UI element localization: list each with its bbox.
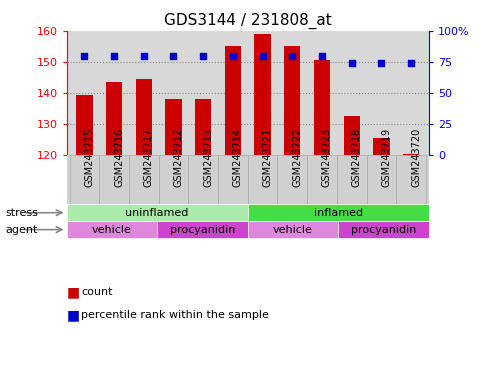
Bar (403, 154, 419, 155)
Bar (225, 46, 241, 155)
FancyBboxPatch shape (129, 155, 159, 204)
Point (348, 60, 355, 66)
Point (407, 60, 415, 66)
Text: vehicle: vehicle (92, 225, 132, 235)
Text: GSM243715: GSM243715 (84, 128, 94, 187)
Point (140, 53, 148, 59)
Text: GSM243712: GSM243712 (174, 128, 183, 187)
Text: uninflamed: uninflamed (125, 208, 189, 218)
Text: GSM243717: GSM243717 (144, 128, 154, 187)
Text: inflamed: inflamed (314, 208, 363, 218)
FancyBboxPatch shape (366, 155, 396, 204)
Text: stress: stress (5, 208, 38, 218)
Text: GSM243720: GSM243720 (411, 128, 421, 187)
Bar (284, 46, 300, 155)
FancyBboxPatch shape (67, 204, 248, 221)
Bar (136, 79, 152, 155)
FancyBboxPatch shape (248, 221, 338, 238)
FancyBboxPatch shape (396, 155, 426, 204)
Text: agent: agent (5, 225, 37, 235)
Bar (195, 99, 211, 155)
FancyBboxPatch shape (157, 221, 248, 238)
Text: percentile rank within the sample: percentile rank within the sample (81, 310, 269, 320)
Point (199, 53, 207, 59)
Text: GSM243714: GSM243714 (233, 128, 243, 187)
FancyBboxPatch shape (99, 155, 129, 204)
Bar (314, 60, 330, 155)
Bar (373, 138, 389, 155)
Text: count: count (81, 287, 113, 297)
Bar (344, 116, 360, 155)
Point (259, 53, 267, 59)
Point (170, 53, 177, 59)
Text: ■: ■ (67, 285, 80, 299)
FancyBboxPatch shape (337, 155, 366, 204)
FancyBboxPatch shape (248, 155, 278, 204)
Point (318, 53, 326, 59)
Text: vehicle: vehicle (273, 225, 313, 235)
Text: GSM243719: GSM243719 (382, 128, 391, 187)
Text: ■: ■ (67, 308, 80, 322)
FancyBboxPatch shape (67, 221, 157, 238)
Text: procyanidin: procyanidin (170, 225, 235, 235)
Text: GSM243721: GSM243721 (263, 128, 273, 187)
Bar (106, 82, 122, 155)
Point (378, 60, 386, 66)
Text: GSM243723: GSM243723 (322, 128, 332, 187)
Text: GSM243713: GSM243713 (203, 128, 213, 187)
Text: GSM243722: GSM243722 (292, 128, 302, 187)
Bar (76, 94, 93, 155)
FancyBboxPatch shape (338, 221, 429, 238)
Bar (165, 99, 181, 155)
FancyBboxPatch shape (248, 204, 429, 221)
FancyBboxPatch shape (307, 155, 337, 204)
FancyBboxPatch shape (218, 155, 248, 204)
FancyBboxPatch shape (188, 155, 218, 204)
Text: procyanidin: procyanidin (351, 225, 416, 235)
Text: GSM243716: GSM243716 (114, 128, 124, 187)
FancyBboxPatch shape (70, 155, 99, 204)
FancyBboxPatch shape (159, 155, 188, 204)
Point (229, 53, 237, 59)
FancyBboxPatch shape (278, 155, 307, 204)
Point (80, 53, 88, 59)
Point (288, 53, 296, 59)
Text: GSM243718: GSM243718 (352, 128, 362, 187)
Title: GDS3144 / 231808_at: GDS3144 / 231808_at (164, 13, 332, 29)
Bar (254, 34, 271, 155)
Point (110, 53, 118, 59)
